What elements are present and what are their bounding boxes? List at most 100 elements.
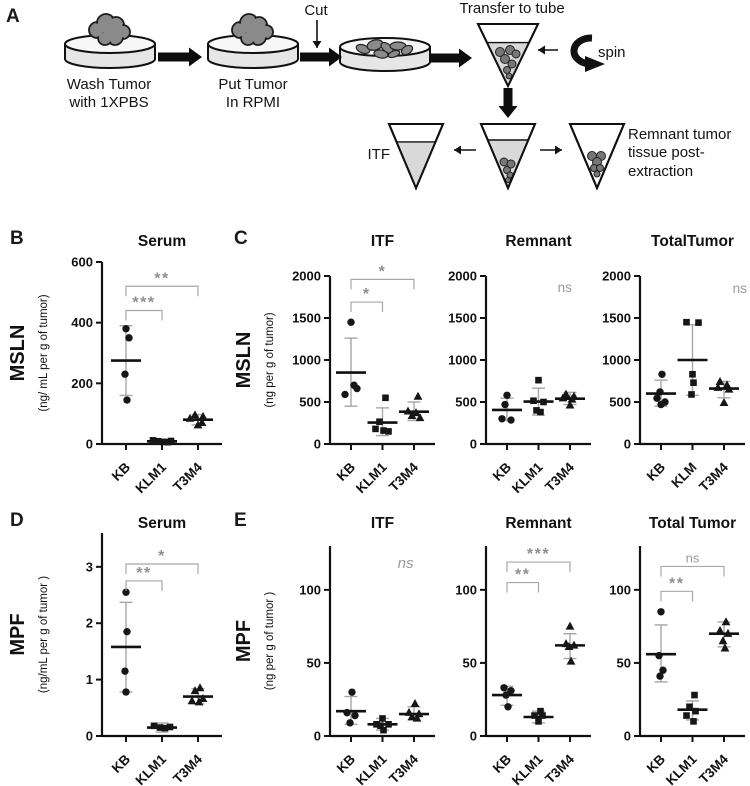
chart-serum-mpf: Serum MPF (ng/mL per g of tumor ) 0 1 2 3 KB KLM… [0,506,230,786]
y-axis-sublabel: (ng/ mL per g of tumor) [38,294,50,411]
chart-title: ITF [371,233,394,250]
data-point-circle [348,688,356,696]
data-point-circle [503,391,511,399]
data-point-circle [502,691,510,699]
y-tick-label: 3 [86,559,93,574]
chart-svg: ITF MPF (ng per g of tumor ) 0 50 100 KBKLM1T3… [233,515,435,786]
x-tick-label: KB [334,459,359,484]
ns-label: ns [733,281,748,296]
sig-bracket [125,309,163,321]
conical-tube [476,23,540,89]
conical-tube [479,123,537,191]
data-point-circle [341,390,349,399]
itf-tube-label: ITF [367,146,391,163]
y-tick-label: 0 [470,729,477,744]
chart-title: Serum [138,233,186,250]
y-tick-label: 400 [71,315,93,330]
data-point-triangle [190,410,200,419]
y-tick-label: 500 [299,395,321,410]
arrow-right-icon [430,48,472,68]
sig-bracket [506,561,571,573]
panel-label-e: E [234,510,247,531]
data-point-square [690,718,697,725]
data-point-circle [121,667,129,675]
step-cut-label: Cut [304,2,328,19]
sig-label: ** [515,567,530,584]
data-point-square [692,707,699,715]
y-tick-label: 2 [86,616,93,631]
tumor-piece [593,170,601,178]
ns-label: ns [398,555,414,572]
data-point-triangle [566,656,576,665]
sig-label: * [158,548,166,565]
panel-label-a: A [6,6,20,27]
x-tick-label: T3M4 [386,751,421,786]
y-axis-label: MSLN [233,332,255,389]
y-tick-label: 1500 [292,311,321,326]
data-point-circle [346,719,354,727]
data-point-circle [122,588,130,596]
chart-title: Remnant [505,233,571,250]
data-point-square [385,428,392,435]
thin-arrow-icon [454,145,476,155]
data-point-square [695,319,702,326]
tube-liquid [396,141,436,188]
thin-arrow-icon [538,45,558,55]
data-point-triangle [194,697,204,706]
x-tick-label: KLM1 [133,459,170,496]
x-tick-label: T3M4 [542,751,577,786]
data-point-circle [353,384,361,393]
y-axis-sublabel: (ng per g of tumor ) [264,592,276,691]
data-point-circle [658,370,666,378]
arrow-right-icon [158,47,202,67]
data-point-square [380,427,387,434]
data-point-triangle [724,384,734,393]
ns-label: ns [558,280,573,295]
x-tick-label: KLM1 [509,751,546,786]
x-tick-label: KLM1 [509,459,546,496]
data-point-square [150,722,158,730]
chart-svg: Serum MPF (ng/mL per g of tumor ) 0 1 2 3 KB KLM… [7,515,222,786]
x-tick-label: KB [109,751,134,776]
data-point-triangle [407,712,417,721]
data-point-circle [656,388,664,396]
tube-outline-top [387,123,445,191]
sig-label: *** [527,546,550,563]
data-point-circle [653,394,661,402]
y-tick-label: 50 [307,655,321,670]
y-tick-label: 1000 [602,353,631,368]
tumor-piece [500,54,510,64]
data-point-circle [123,627,131,636]
data-point-circle [659,666,667,674]
arrow-right-icon [300,47,342,67]
cut-tumor-piece [387,49,401,59]
sig-label: ** [669,575,684,592]
data-point-triangle [713,382,723,391]
tube-outline-top [476,23,540,89]
chart-remnant-mpf: Remnant 0 50 100 KB KLM1 T3M4 ** *** [442,506,596,786]
data-point-triangle [565,400,575,409]
sig-bracket [506,581,540,593]
data-point-triangle [718,636,728,645]
x-tick-label: KLM1 [663,751,700,786]
sig-label: *** [132,295,155,312]
cut-tumor-piece [400,44,414,56]
remnant-tube-label: Remnant tumor tissue post- extraction [628,126,732,180]
sig-bracket [125,580,163,591]
data-point-triangle [411,408,421,417]
panel-label-d: D [10,510,24,531]
sig-label: ** [136,565,151,582]
x-tick-label: T3M4 [542,459,577,494]
data-point-square [533,407,540,414]
data-point-circle [504,703,512,711]
thin-arrow-head [538,45,545,55]
data-point-square [691,691,698,699]
data-point-circle [498,415,506,423]
y-axis-label: MSLN [7,325,29,382]
data-point-square [382,394,389,402]
tube-outline-top [479,123,537,191]
step-transfer-label: Transfer to tube [459,0,565,17]
data-point-circle [122,688,130,696]
